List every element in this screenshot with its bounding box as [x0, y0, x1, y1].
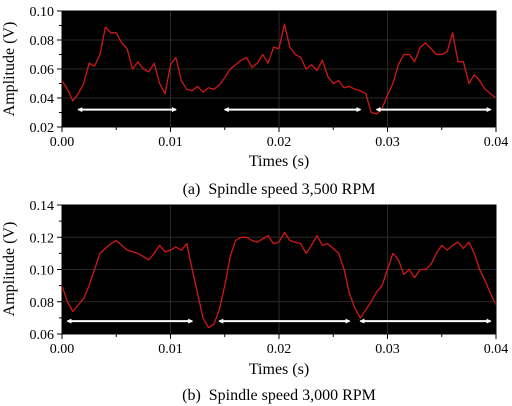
y-tick-label: 0.08: [30, 34, 55, 49]
y-tick-label: 0.06: [30, 328, 55, 343]
y-tick-label: 0.08: [30, 296, 55, 311]
chart-b: 0.00 0.01 0.02 0.03 0.04 0.06 0.08 0.10 0.12 0.1…: [1, 199, 508, 404]
y-axis: 0.02 0.04 0.06 0.08 0.10: [30, 5, 62, 136]
x-tick-label: 0.01: [158, 342, 183, 357]
y-axis-label: Amplitude (V): [1, 222, 18, 317]
x-tick-label: 0.02: [267, 342, 292, 357]
red-trace: [61, 231, 497, 329]
chart-a: 0.00 0.01 0.02 0.03 0.04 0.02 0.04 0.06 0.08 0.1…: [1, 5, 508, 198]
x-axis-label: Times (s): [249, 153, 309, 170]
x-tick-label: 0.00: [50, 135, 75, 150]
y-tick-label: 0.10: [30, 5, 55, 20]
y-tick-label: 0.02: [30, 121, 55, 136]
series-line: [61, 23, 497, 115]
x-tick-label: 0.04: [484, 135, 509, 150]
x-axis: 0.00 0.01 0.02 0.03 0.04: [50, 127, 509, 150]
x-axis: 0.00 0.01 0.02 0.03 0.04: [50, 334, 509, 357]
x-tick-label: 0.04: [484, 342, 509, 357]
y-tick-label: 0.10: [30, 264, 55, 279]
x-tick-label: 0.02: [267, 135, 292, 150]
y-tick-label: 0.14: [30, 199, 55, 214]
y-axis-label: Amplitude (V): [1, 22, 18, 117]
x-axis-label: Times (s): [249, 361, 309, 378]
x-tick-label: 0.03: [375, 135, 400, 150]
series-line: [61, 231, 497, 329]
red-trace: [61, 23, 497, 115]
y-axis: 0.06 0.08 0.10 0.12 0.14: [30, 199, 62, 343]
y-tick-label: 0.06: [30, 63, 55, 78]
x-tick-label: 0.01: [158, 135, 183, 150]
caption: (a) Spindle speed 3,500 RPM: [183, 181, 376, 198]
x-tick-label: 0.00: [50, 342, 75, 357]
x-tick-label: 0.03: [375, 342, 400, 357]
caption: (b) Spindle speed 3,000 RPM: [182, 387, 376, 404]
y-tick-label: 0.04: [30, 92, 55, 107]
y-tick-label: 0.12: [30, 231, 55, 246]
